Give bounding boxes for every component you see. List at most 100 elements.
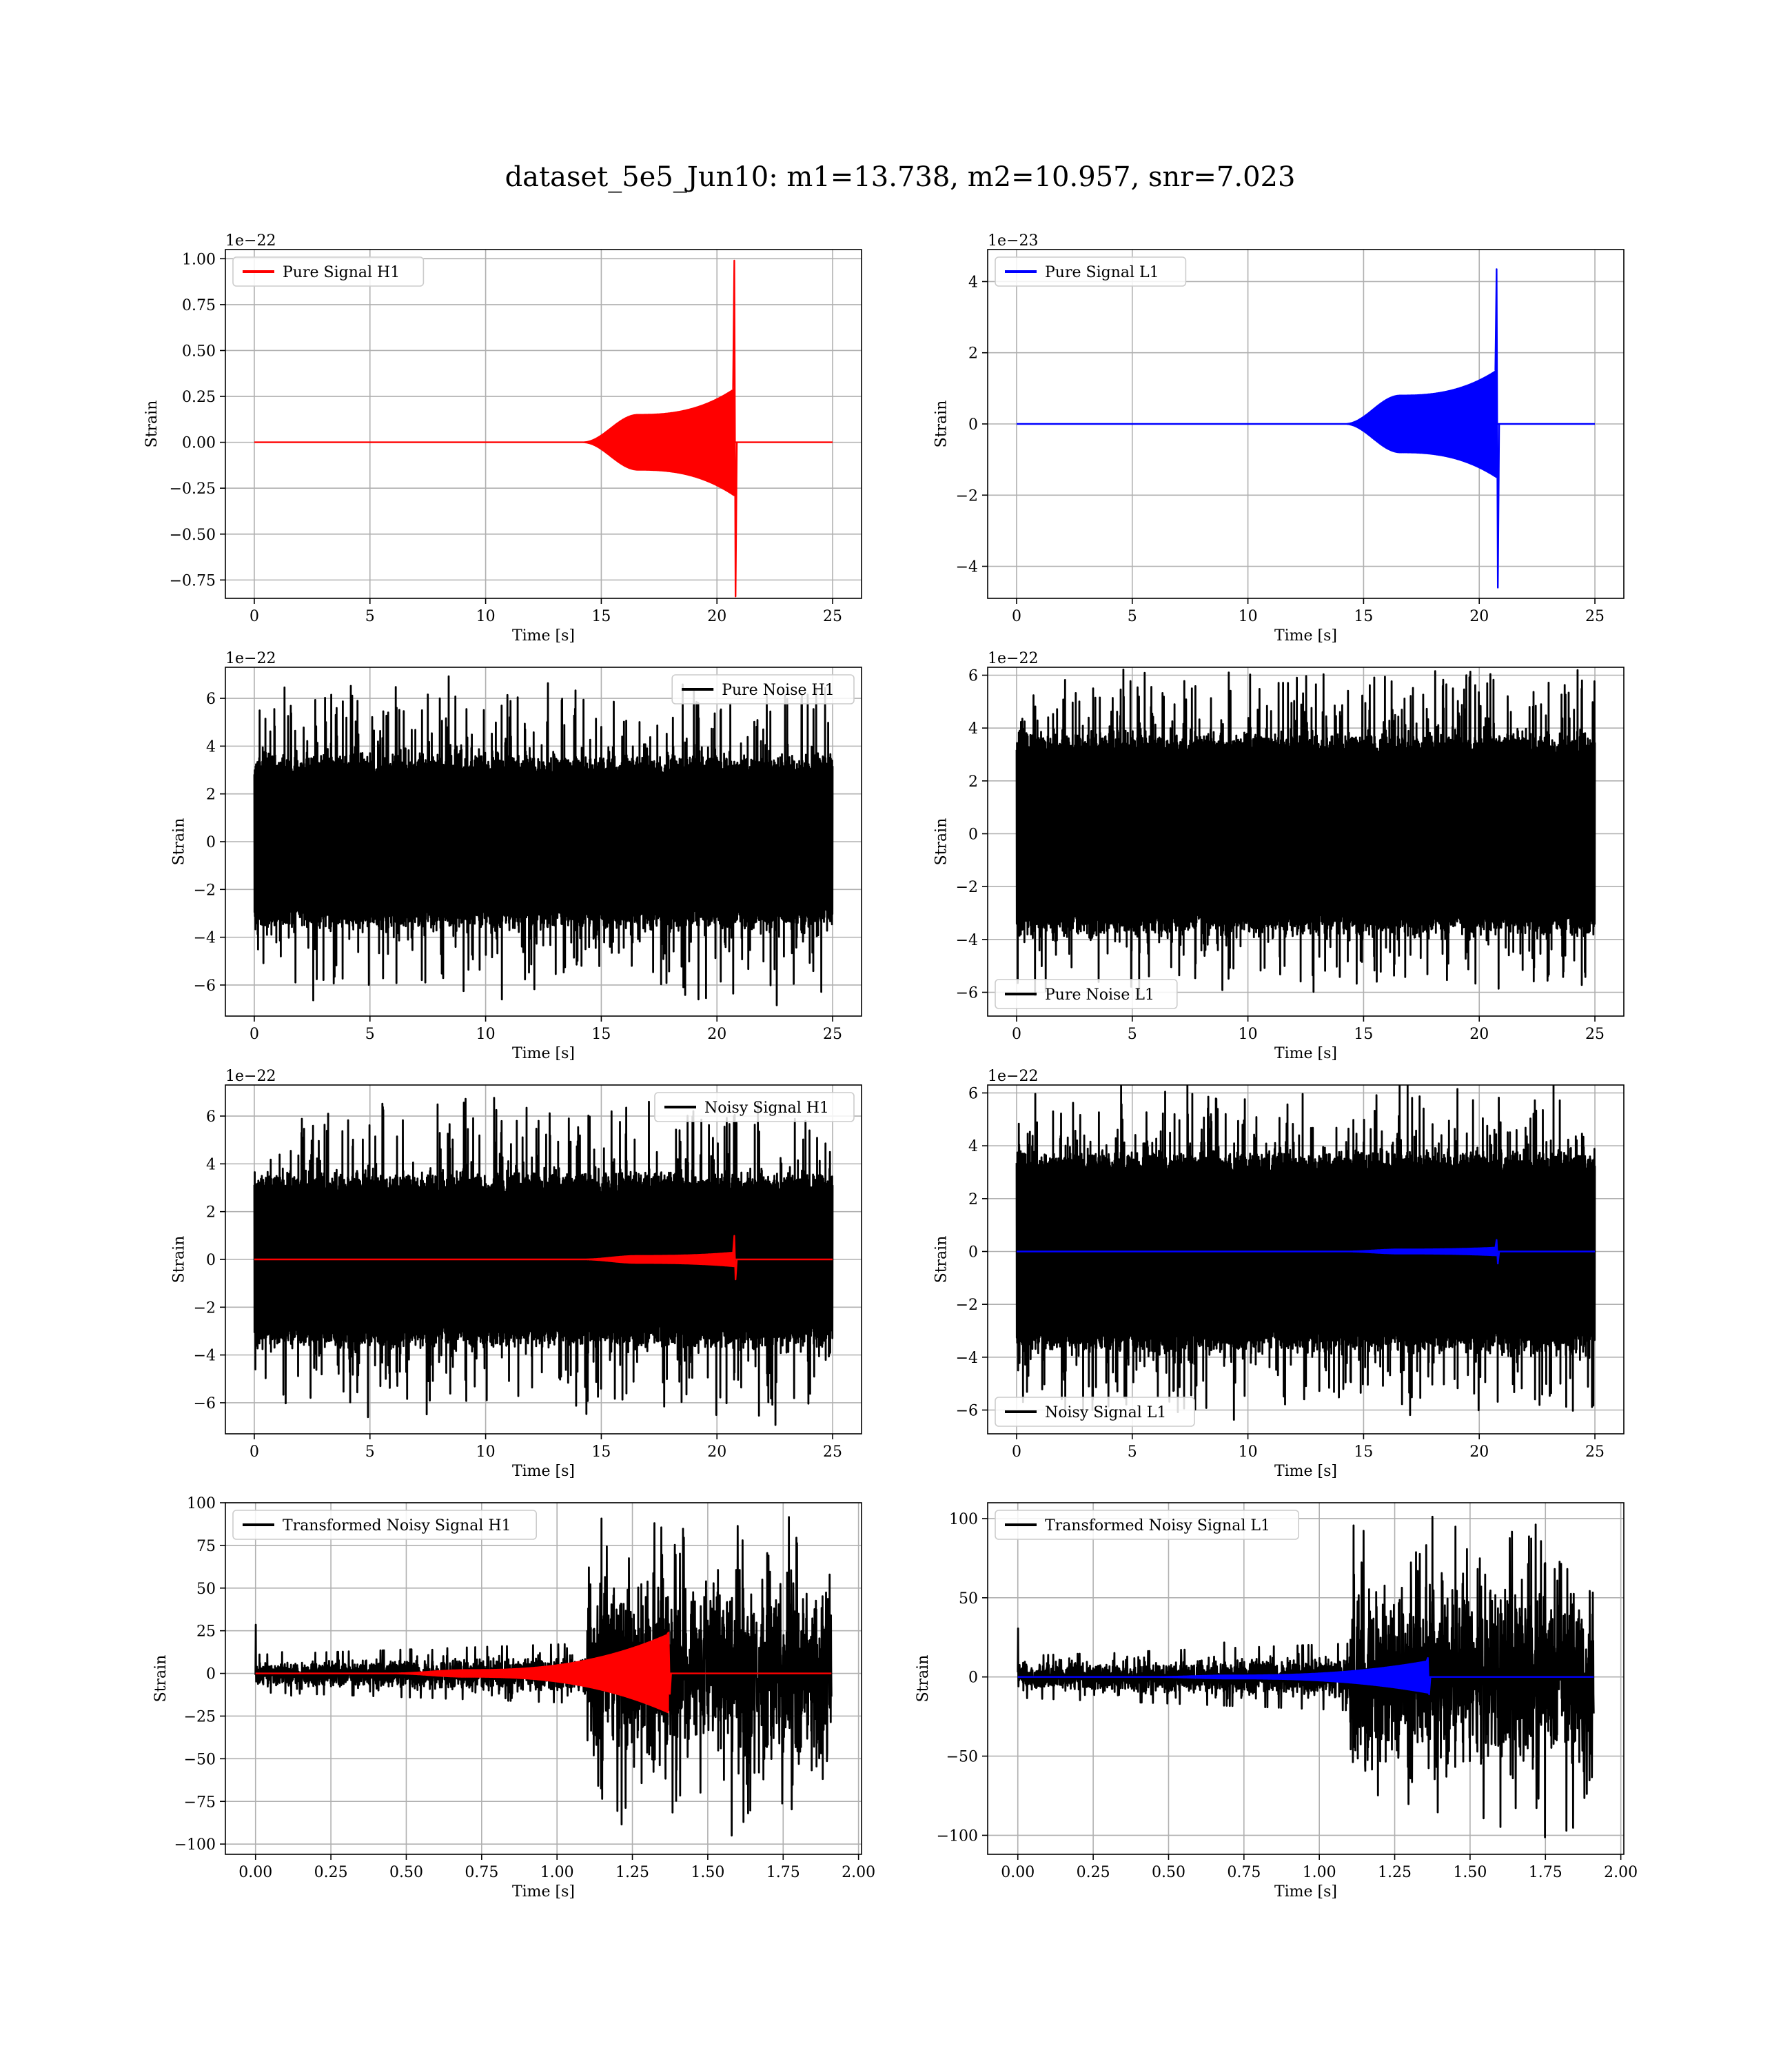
y-tick-label: 25 — [196, 1623, 216, 1641]
subplot-pure-signal-l1: 0 5 10 15 20 25 −4 −2 0 2 4 Time [s] Strain 1e−23 Pure… — [933, 232, 1625, 645]
y-tick-label: 2 — [968, 773, 978, 791]
y-tick-label: 75 — [196, 1538, 216, 1555]
x-tick-label: 20 — [1469, 1443, 1489, 1461]
y-tick-label: 2 — [206, 787, 216, 804]
x-tick-label: 0 — [1012, 1026, 1021, 1043]
legend-label: Pure Signal L1 — [1045, 264, 1159, 281]
y-tick-label: 2 — [206, 1204, 216, 1221]
y-axis-label: Strain — [143, 401, 161, 448]
axes-frame — [987, 1502, 1625, 1855]
y-tick-label: −4 — [956, 1350, 978, 1367]
y-tick-label: 6 — [206, 1108, 216, 1126]
y-offset-label: 1e−22 — [225, 650, 276, 667]
series-line-noise — [1015, 668, 1596, 997]
x-tick-label: 1.25 — [1378, 1864, 1412, 1881]
y-tick-label: −6 — [956, 1403, 978, 1420]
legend: Pure Signal L1 — [995, 256, 1187, 287]
y-tick-label: 0.75 — [182, 297, 216, 314]
y-axis-label: Strain — [933, 818, 950, 866]
y-tick-label: −2 — [194, 882, 216, 899]
x-tick-label: 15 — [591, 608, 611, 625]
y-offset-label: 1e−22 — [988, 650, 1038, 667]
x-tick-label: 2.00 — [1604, 1864, 1638, 1881]
x-tick-label: 2.00 — [842, 1864, 875, 1881]
x-tick-label: 0 — [250, 608, 259, 625]
series-line-noise — [1015, 1085, 1596, 1421]
x-tick-label: 1.25 — [615, 1864, 649, 1881]
y-tick-label: 0 — [968, 1670, 978, 1687]
axes-frame — [225, 249, 862, 599]
y-tick-label: 0 — [206, 1252, 216, 1269]
y-tick-label: 0 — [968, 416, 978, 434]
y-tick-label: 0 — [968, 1244, 978, 1261]
y-axis-label: Strain — [933, 401, 950, 448]
legend-box — [232, 256, 425, 287]
y-tick-label: 100 — [187, 1495, 216, 1512]
axes-frame — [987, 667, 1625, 1017]
subplot-transformed-noisy-signal-l1: 0.00 0.25 0.50 0.75 1.00 1.25 1.50 1.75 2.00 −100… — [915, 1502, 1638, 1900]
plot-area — [254, 1516, 833, 1837]
y-tick-label: −4 — [956, 932, 978, 949]
x-tick-label: 15 — [1354, 608, 1373, 625]
x-tick-label: 1.00 — [540, 1864, 574, 1881]
y-tick-label: 0 — [968, 827, 978, 844]
y-axis-label: Strain — [152, 1655, 170, 1703]
y-axis-label: Strain — [915, 1655, 932, 1703]
series-line-signal — [254, 259, 833, 598]
y-tick-label: 0.25 — [182, 389, 216, 406]
series-line-noise — [253, 1097, 834, 1426]
x-axis-label: Time [s] — [1274, 1883, 1337, 1900]
x-tick-label: 5 — [1128, 608, 1137, 625]
legend-label: Pure Noise L1 — [1045, 986, 1154, 1004]
plot-area — [1015, 1085, 1596, 1421]
legend-box — [995, 1397, 1195, 1427]
legend: Pure Noise H1 — [671, 674, 855, 704]
x-tick-label: 0 — [1012, 1443, 1021, 1461]
subplot-pure-noise-h1: 0 5 10 15 20 25 −6 −4 −2 0 2 4 6 Time [s] Strain 1e−22 P… — [171, 650, 862, 1062]
x-tick-label: 0.75 — [465, 1864, 498, 1881]
x-tick-label: 1.50 — [691, 1864, 724, 1881]
x-tick-label: 5 — [365, 608, 375, 625]
y-axis-label: Strain — [933, 1236, 950, 1284]
legend: Noisy Signal H1 — [654, 1092, 855, 1122]
y-offset-label: 1e−22 — [225, 232, 276, 250]
y-tick-label: 100 — [949, 1511, 978, 1528]
x-tick-label: 25 — [1585, 608, 1605, 625]
y-tick-label: 6 — [968, 668, 978, 685]
legend-box — [654, 1092, 855, 1122]
x-tick-label: 15 — [591, 1026, 611, 1043]
x-tick-label: 1.75 — [766, 1864, 800, 1881]
x-tick-label: 25 — [1585, 1443, 1605, 1461]
x-tick-label: 10 — [1239, 1443, 1258, 1461]
plot-area — [253, 675, 834, 1006]
subplot-pure-noise-l1: 0 5 10 15 20 25 −6 −4 −2 0 2 4 6 Time [s] Strain 1e−22 P… — [933, 650, 1625, 1062]
y-tick-label: −50 — [946, 1749, 978, 1766]
x-tick-label: 1.75 — [1529, 1864, 1562, 1881]
x-tick-label: 1.00 — [1303, 1864, 1336, 1881]
x-tick-label: 0 — [250, 1026, 259, 1043]
y-axis-label: Strain — [171, 1236, 188, 1284]
y-tick-label: 4 — [968, 1138, 978, 1155]
series-line-noise — [253, 675, 834, 1006]
x-tick-label: 0.50 — [1152, 1864, 1185, 1881]
series-line-signal — [254, 1632, 833, 1714]
y-axis-label: Strain — [171, 818, 188, 866]
x-tick-label: 20 — [707, 1443, 726, 1461]
y-tick-label: −75 — [184, 1794, 216, 1811]
x-axis-label: Time [s] — [512, 1883, 575, 1900]
y-tick-label: −100 — [937, 1827, 978, 1845]
y-tick-label: −6 — [956, 985, 978, 1002]
series-line-signal — [254, 1235, 833, 1281]
y-tick-label: −4 — [194, 930, 216, 947]
x-tick-label: 10 — [476, 608, 496, 625]
x-tick-label: 1.50 — [1453, 1864, 1487, 1881]
x-tick-label: 15 — [1354, 1443, 1373, 1461]
plot-area — [254, 259, 833, 598]
x-tick-label: 20 — [707, 1026, 726, 1043]
y-tick-label: 0.50 — [182, 343, 216, 360]
figure-title: dataset_5e5_Jun10: m1=13.738, m2=10.957,… — [505, 161, 1296, 193]
x-tick-label: 20 — [707, 608, 726, 625]
y-tick-label: 0 — [206, 1666, 216, 1683]
x-tick-label: 25 — [823, 608, 842, 625]
